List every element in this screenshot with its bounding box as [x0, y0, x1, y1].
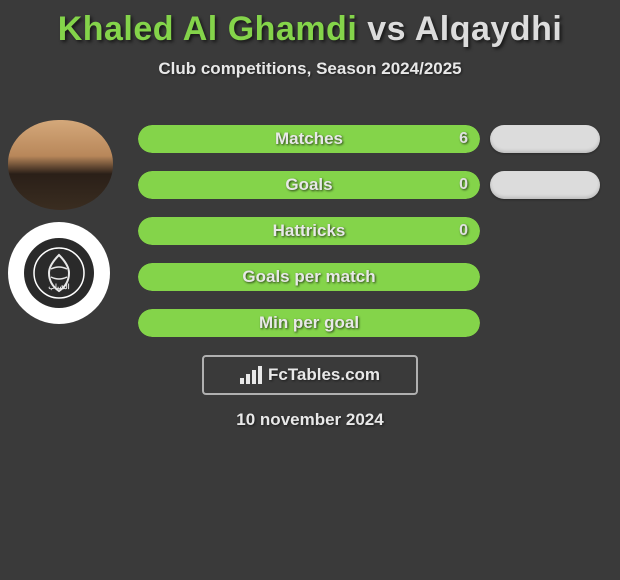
stat-label: Goals — [138, 175, 480, 195]
date-label: 10 november 2024 — [236, 410, 383, 430]
stat-row-goals-per-match: Goals per match — [138, 263, 480, 291]
stat-value-p1: 6 — [459, 130, 468, 148]
stat-label: Goals per match — [138, 267, 480, 287]
player1-club-badge: الشباب — [8, 222, 110, 324]
stats-column: Matches 6 Goals 0 Hattricks 0 Goals per … — [138, 125, 480, 355]
comparison-title: Khaled Al Ghamdi vs Alqaydhi — [0, 0, 620, 49]
stat-label: Hattricks — [138, 221, 480, 241]
player2-stats-column — [490, 125, 600, 217]
stat-value-p1: 0 — [459, 176, 468, 194]
stat-row-goals: Goals 0 — [138, 171, 480, 199]
attribution-text: FcTables.com — [268, 365, 380, 385]
svg-text:الشباب: الشباب — [48, 283, 69, 291]
stat-pill-p2-matches — [490, 125, 600, 153]
club-logo-icon: الشباب — [24, 238, 94, 308]
subtitle: Club competitions, Season 2024/2025 — [0, 59, 620, 79]
stat-row-hattricks: Hattricks 0 — [138, 217, 480, 245]
title-player2: Alqaydhi — [415, 10, 563, 48]
attribution-badge[interactable]: FcTables.com — [202, 355, 418, 395]
stat-row-min-per-goal: Min per goal — [138, 309, 480, 337]
bar-chart-icon — [240, 366, 262, 384]
stat-pill-p2-goals — [490, 171, 600, 199]
stat-value-p1: 0 — [459, 222, 468, 240]
title-vs: vs — [357, 10, 414, 48]
player1-avatar — [8, 120, 113, 210]
avatar-column: الشباب — [8, 120, 113, 336]
title-player1: Khaled Al Ghamdi — [58, 10, 358, 48]
stat-row-matches: Matches 6 — [138, 125, 480, 153]
stat-label: Min per goal — [138, 313, 480, 333]
stat-label: Matches — [138, 129, 480, 149]
